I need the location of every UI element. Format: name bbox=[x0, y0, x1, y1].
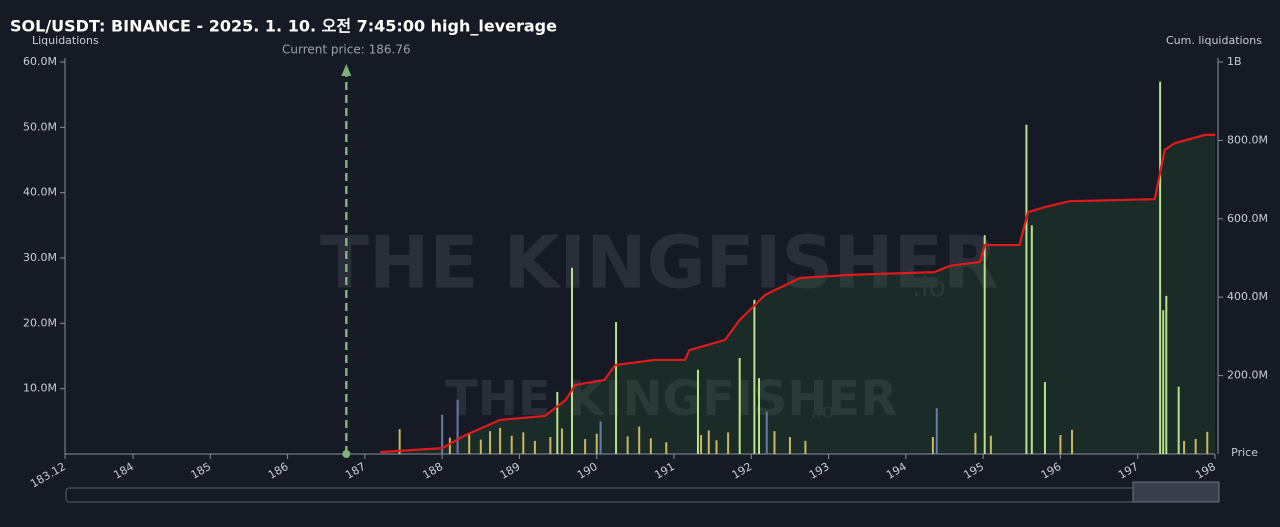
liquidation-bar bbox=[773, 431, 776, 454]
liquidation-bar bbox=[738, 357, 741, 454]
liquidation-bar bbox=[626, 436, 629, 454]
cum-line bbox=[380, 133, 1215, 454]
liquidation-bar bbox=[448, 437, 451, 454]
liquidation-bar bbox=[510, 435, 513, 454]
current-price-arrow bbox=[341, 64, 352, 76]
y-tick-label: 50.0M bbox=[23, 120, 57, 133]
y-tick-label: 40.0M bbox=[23, 186, 57, 199]
liquidation-bar bbox=[1165, 295, 1168, 454]
liquidation-bar bbox=[804, 440, 807, 454]
liquidation-bar bbox=[758, 378, 761, 454]
liquidation-bar bbox=[1025, 124, 1028, 454]
y-axis-label: Liquidations bbox=[32, 34, 99, 47]
liquidation-bar bbox=[649, 438, 652, 454]
liquidation-bar bbox=[765, 411, 768, 454]
liquidation-bar bbox=[522, 432, 525, 454]
liquidation-bar bbox=[599, 421, 602, 454]
liquidation-bar bbox=[549, 437, 552, 454]
liquidation-bar bbox=[788, 437, 791, 454]
current-price-label: Current price: 186.76 bbox=[282, 43, 411, 57]
liquidation-bar bbox=[398, 429, 401, 454]
liquidation-bar bbox=[983, 235, 986, 454]
liquidation-bar bbox=[696, 369, 699, 454]
liquidation-bar bbox=[1030, 225, 1033, 454]
y-tick-label: 60.0M bbox=[23, 55, 57, 68]
y-tick-label: 30.0M bbox=[23, 251, 57, 264]
liquidation-bar bbox=[560, 428, 563, 454]
y2-axis-label: Cum. liquidations bbox=[1166, 34, 1262, 47]
liquidation-bar bbox=[456, 399, 459, 454]
liquidation-bar bbox=[595, 433, 598, 454]
liquidation-bar bbox=[1194, 438, 1197, 454]
liquidation-bar bbox=[1162, 310, 1165, 454]
liquidation-bar bbox=[989, 435, 992, 454]
liquidation-bar bbox=[1043, 382, 1046, 454]
liquidation-bar bbox=[499, 427, 502, 454]
scrollbar[interactable] bbox=[65, 481, 1220, 503]
liquidation-bar bbox=[931, 437, 934, 454]
liquidation-bar bbox=[584, 438, 587, 454]
liquidation-bar bbox=[974, 433, 977, 454]
liquidation-bar bbox=[479, 439, 482, 454]
liquidation-bar bbox=[615, 322, 618, 454]
liquidation-bar bbox=[570, 267, 573, 454]
liquidation-bar bbox=[489, 431, 492, 454]
chart-title: SOL/USDT: BINANCE - 2025. 1. 10. 오전 7:45… bbox=[10, 17, 557, 36]
liquidation-bar bbox=[1206, 431, 1209, 454]
liquidation-bar bbox=[753, 299, 756, 454]
y2-tick-label: 1B bbox=[1227, 55, 1242, 68]
y2-tick-label: 800.0M bbox=[1227, 133, 1268, 146]
liquidation-bar bbox=[533, 440, 536, 454]
liquidation-bar bbox=[935, 408, 938, 454]
liquidation-bar bbox=[638, 426, 641, 454]
liquidation-bar bbox=[715, 440, 718, 454]
liquidation-bar bbox=[1059, 435, 1062, 454]
y-tick-label: 20.0M bbox=[23, 316, 57, 329]
scroll-thumb[interactable] bbox=[1132, 481, 1220, 503]
y2-tick-label: 200.0M bbox=[1227, 369, 1268, 382]
liquidation-bar bbox=[700, 435, 703, 454]
liquidation-bar bbox=[441, 414, 444, 454]
liquidation-bar bbox=[727, 432, 730, 454]
y2-tick-label: 400.0M bbox=[1227, 290, 1268, 303]
liquidation-bar bbox=[1177, 386, 1180, 454]
y-tick-label: 10.0M bbox=[23, 382, 57, 395]
y2-tick-label: 600.0M bbox=[1227, 212, 1268, 225]
watermark-suffix: .io bbox=[912, 270, 946, 303]
liquidation-bar bbox=[468, 434, 471, 454]
cum-area bbox=[380, 134, 1215, 455]
watermark-text: THE KINGFISHER bbox=[320, 221, 998, 305]
watermark-suffix: .io bbox=[810, 399, 834, 423]
liquidation-bar bbox=[1183, 440, 1186, 454]
current-price-dot bbox=[342, 450, 351, 458]
liquidation-bar bbox=[707, 430, 710, 454]
liquidation-bar bbox=[556, 391, 559, 454]
liquidation-bar bbox=[1071, 429, 1074, 454]
x-axis-label: Price bbox=[1231, 446, 1258, 459]
liquidation-bar bbox=[1159, 81, 1162, 454]
liquidation-bar bbox=[665, 442, 668, 454]
